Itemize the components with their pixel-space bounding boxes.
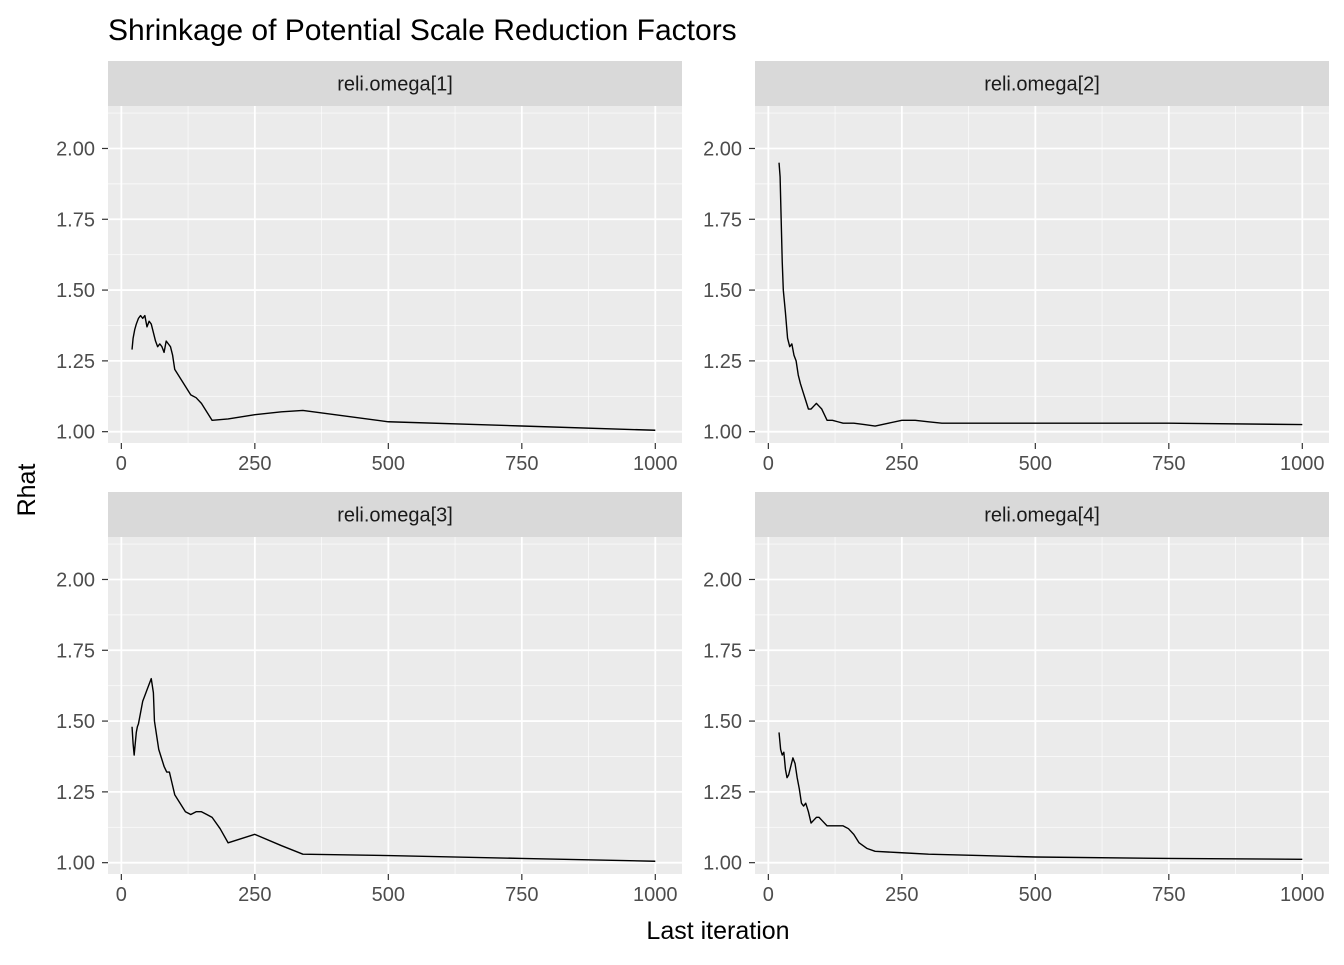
facet-strip-4	[755, 492, 1329, 537]
y-tick-label: 1.25	[703, 782, 742, 804]
x-tick-label: 750	[1152, 884, 1185, 906]
rhat-line-2	[778, 162, 1303, 427]
y-tick-label: 2.00	[56, 569, 95, 591]
y-tick-label: 1.75	[56, 209, 95, 231]
y-tick-label: 1.75	[703, 209, 742, 231]
facet-panel-4: reli.omega[4] 0 250 500 750 1000 1.00 1.25 1.50 1…	[703, 492, 1329, 906]
panel-background-2	[755, 106, 1329, 443]
x-tick-label: 250	[885, 453, 918, 475]
x-tick-label: 0	[763, 453, 774, 475]
x-tick-label: 1000	[1280, 453, 1325, 475]
y-tick-label: 2.00	[56, 138, 95, 160]
y-tick-label: 1.75	[703, 640, 742, 662]
x-axis-title: Last iteration	[646, 917, 789, 945]
x-tick-label: 250	[885, 884, 918, 906]
rhat-line-1	[131, 314, 656, 431]
rhat-line-4	[778, 732, 1303, 860]
y-tick-label: 1.50	[703, 711, 742, 733]
facet-strip-label-1: reli.omega[1]	[337, 74, 453, 96]
y-tick-label: 2.00	[703, 569, 742, 591]
facet-strip-2	[755, 61, 1329, 106]
x-tick-label: 1000	[633, 884, 678, 906]
x-tick-label: 1000	[1280, 884, 1325, 906]
x-tick-label: 750	[1152, 453, 1185, 475]
panel-background-1	[108, 106, 682, 443]
y-tick-label: 1.75	[56, 640, 95, 662]
y-tick-label: 1.25	[56, 782, 95, 804]
facet-strip-1	[108, 61, 682, 106]
x-tick-label: 250	[238, 884, 271, 906]
y-tick-label: 2.00	[703, 138, 742, 160]
facet-strip-3	[108, 492, 682, 537]
x-tick-label: 500	[1019, 453, 1052, 475]
x-tick-label: 500	[372, 884, 405, 906]
x-tick-label: 750	[505, 884, 538, 906]
y-tick-label: 1.50	[56, 280, 95, 302]
facet-panels: reli.omega[1] 0 250 500 750 1000 1.00 1.25 1.50 1…	[56, 61, 1329, 906]
facet-panel-2: reli.omega[2] 0 250 500 750 1000 1.00 1.25 1.50 1…	[703, 61, 1329, 475]
y-tick-label: 1.50	[56, 711, 95, 733]
panel-background-4	[755, 537, 1329, 874]
y-tick-label: 1.00	[56, 422, 95, 444]
x-tick-label: 750	[505, 453, 538, 475]
x-tick-label: 0	[116, 453, 127, 475]
y-axis-title: Rhat	[13, 464, 41, 517]
facet-panel-3: reli.omega[3] 0 250 500 750 1000 1.00 1.25 1.50 1…	[56, 492, 682, 906]
y-tick-label: 1.25	[56, 351, 95, 373]
facet-strip-label-3: reli.omega[3]	[337, 505, 453, 527]
rhat-line-3	[131, 677, 656, 862]
y-tick-label: 1.00	[703, 422, 742, 444]
x-tick-label: 1000	[633, 453, 678, 475]
y-tick-label: 1.25	[703, 351, 742, 373]
x-tick-label: 500	[1019, 884, 1052, 906]
x-tick-label: 0	[763, 884, 774, 906]
facet-strip-label-4: reli.omega[4]	[984, 505, 1100, 527]
x-tick-label: 500	[372, 453, 405, 475]
chart-title: Shrinkage of Potential Scale Reduction F…	[108, 14, 737, 47]
x-tick-label: 0	[116, 884, 127, 906]
panel-background-3	[108, 537, 682, 874]
x-tick-label: 250	[238, 453, 271, 475]
y-tick-label: 1.50	[703, 280, 742, 302]
y-tick-label: 1.00	[703, 853, 742, 875]
y-tick-label: 1.00	[56, 853, 95, 875]
facet-panel-1: reli.omega[1] 0 250 500 750 1000 1.00 1.25 1.50 1…	[56, 61, 682, 475]
facet-strip-label-2: reli.omega[2]	[984, 74, 1100, 96]
